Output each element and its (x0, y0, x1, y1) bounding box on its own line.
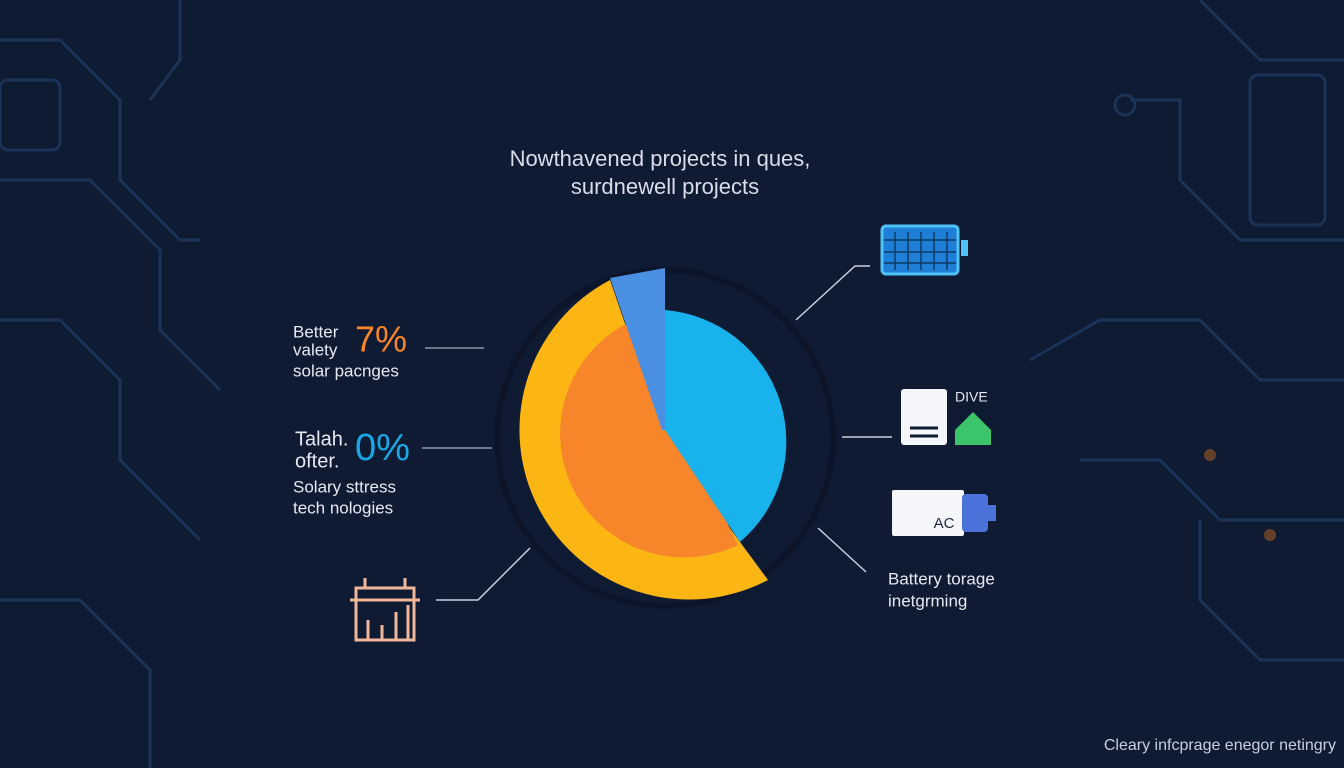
title-line: surdnewell projects (571, 174, 759, 199)
battery-caption: inetgrming (888, 591, 967, 610)
battery-icon: AC (817, 490, 996, 573)
bottom-left-icon (350, 547, 531, 642)
callout-value: 0% (355, 427, 410, 469)
footer: Cleary infcprage enegor netingry (1104, 737, 1336, 754)
pie-inner-segment (560, 322, 738, 558)
callout-caption: tech nologies (293, 498, 393, 517)
callout-label: Talah. (295, 428, 348, 450)
callout-2: Talah. ofter. 0% Solary sttress tech nol… (293, 427, 492, 517)
title-line: Nowthavened projects in ques, (510, 146, 811, 171)
callout-label: ofter. (295, 450, 339, 472)
battery-caption: Battery torage (888, 569, 995, 588)
icon-label: AC (934, 515, 955, 532)
solar-panel-icon (795, 224, 968, 321)
home-icon: DIVE (842, 389, 991, 445)
pie-cyan-segment (665, 310, 787, 542)
icon-badge: DIVE (955, 389, 988, 405)
callout-label: valety (293, 340, 338, 359)
callout-label: Better (293, 322, 339, 341)
callout-caption: solar pacnges (293, 361, 399, 380)
pie-graphic (494, 267, 836, 609)
pie-blue-segment (610, 268, 665, 430)
callout-caption: Solary sttress (293, 477, 396, 496)
callout-1: Better valety 7% solar pacnges (293, 319, 484, 380)
callout-value: 7% (355, 319, 407, 360)
